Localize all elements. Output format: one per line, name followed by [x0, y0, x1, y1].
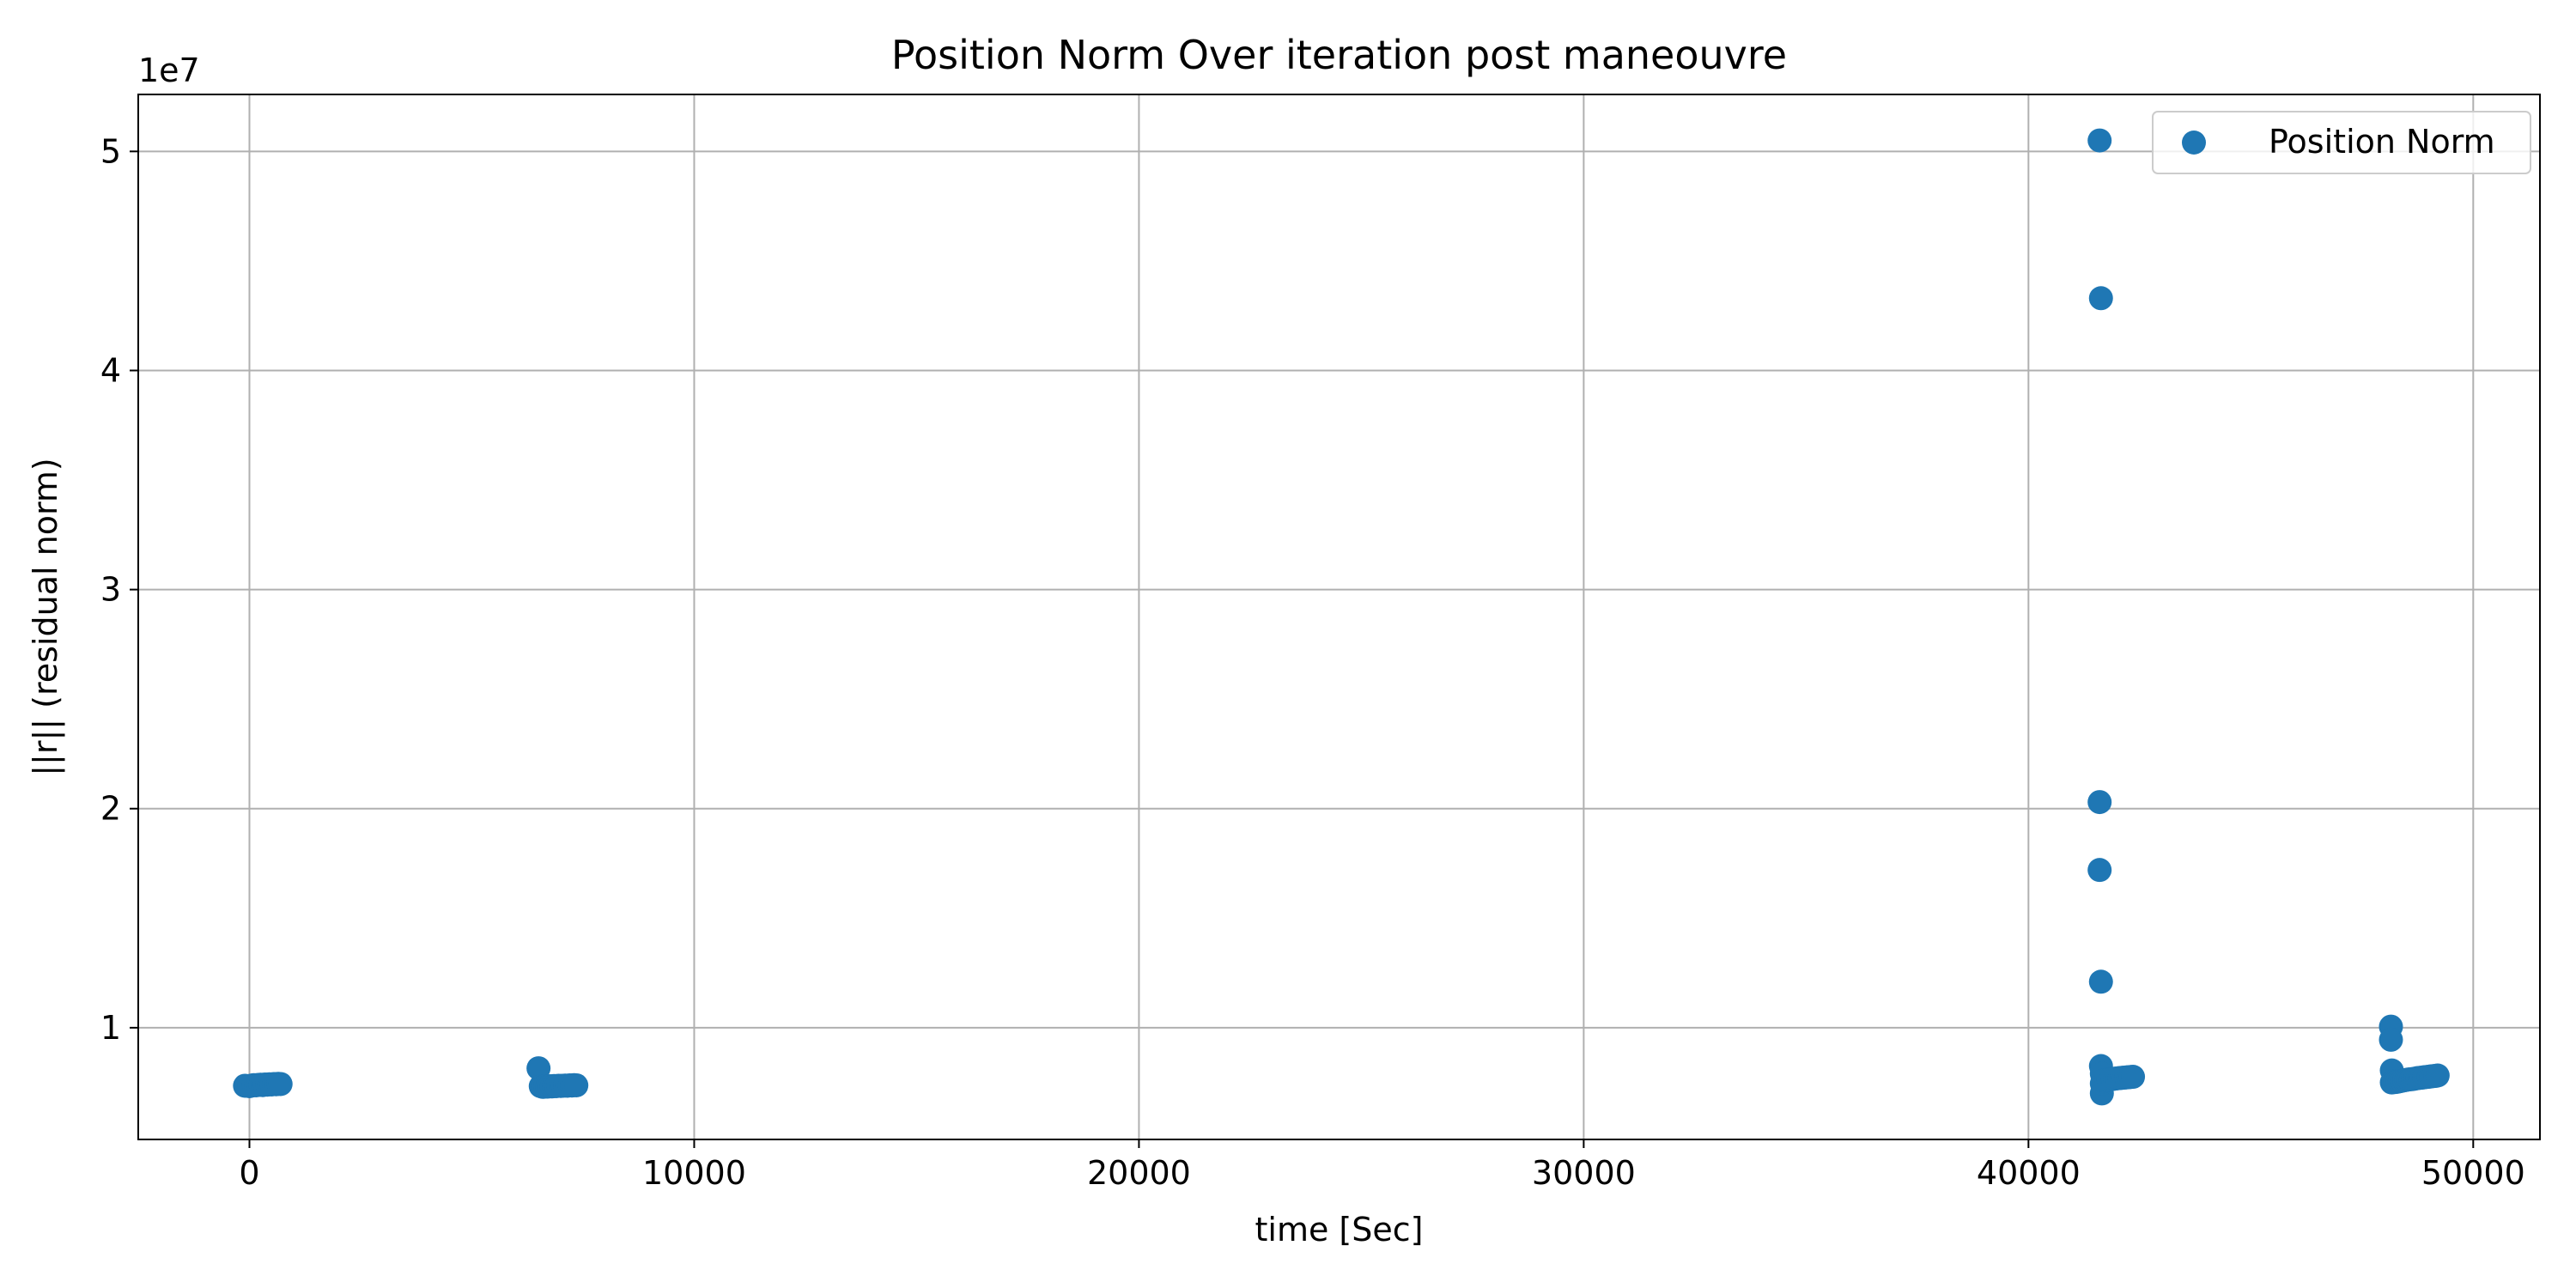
scatter-points	[233, 128, 2450, 1106]
legend-label: Position Norm	[2269, 123, 2495, 161]
y-tick-label: 4	[100, 351, 121, 389]
y-tick-label: 3	[100, 571, 121, 609]
y-axis-ticks: 1 2 3 4 5	[100, 132, 138, 1047]
x-tick-label: 20000	[1087, 1154, 1191, 1192]
x-tick-label: 30000	[1532, 1154, 1636, 1192]
x-tick-label: 0	[239, 1154, 259, 1192]
data-point	[2088, 286, 2113, 311]
legend: Position Norm	[2152, 111, 2531, 174]
chart-title: Position Norm Over iteration post maneou…	[891, 32, 1787, 78]
data-point	[526, 1056, 551, 1081]
grid	[138, 94, 2540, 1139]
x-tick-label: 50000	[2421, 1154, 2525, 1192]
x-axis-ticks: 0 10000 20000 30000 40000 50000	[239, 1139, 2525, 1192]
data-point	[564, 1072, 589, 1097]
y-tick-label: 1	[100, 1009, 121, 1047]
plot-frame	[137, 94, 2541, 1140]
x-tick-label: 40000	[1977, 1154, 2081, 1192]
data-point	[2087, 858, 2112, 883]
data-point	[2379, 1027, 2403, 1052]
legend-box	[2152, 111, 2531, 174]
legend-marker	[2182, 131, 2206, 155]
x-axis-label: time [Sec]	[1255, 1211, 1424, 1249]
y-axis-offset-label: 1e7	[138, 52, 200, 89]
data-point	[268, 1072, 293, 1097]
data-point	[2088, 969, 2113, 994]
data-point	[2087, 790, 2112, 815]
data-point	[2425, 1063, 2450, 1088]
x-tick-label: 10000	[642, 1154, 746, 1192]
y-axis-label: ||r|| (residual norm)	[27, 458, 65, 776]
data-point	[2087, 128, 2112, 153]
y-tick-label: 2	[100, 790, 121, 828]
data-point	[2121, 1065, 2146, 1090]
y-tick-label: 5	[100, 132, 121, 170]
